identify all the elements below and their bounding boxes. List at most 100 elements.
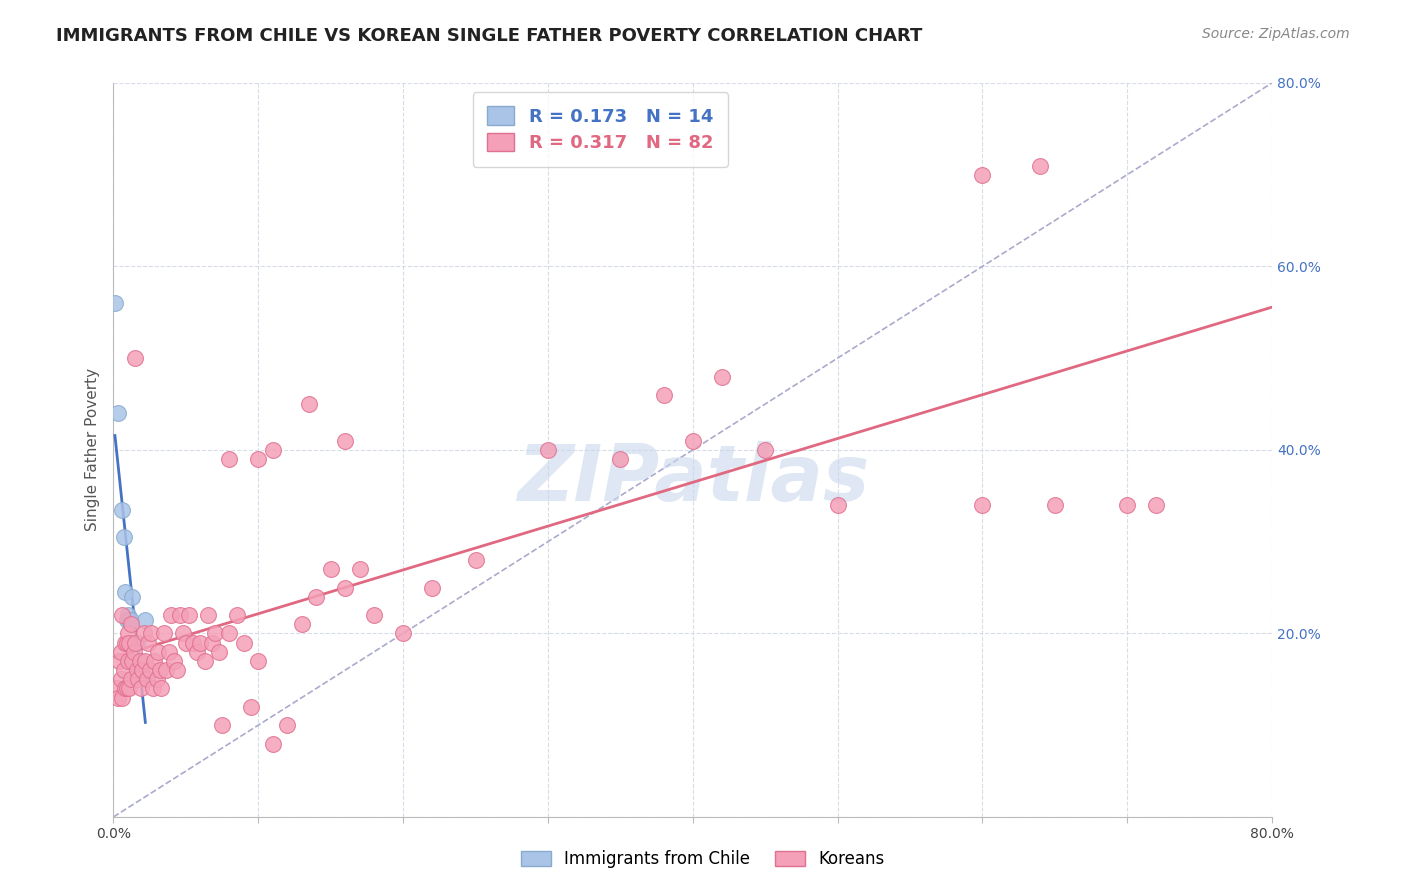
Point	[108, 654, 131, 668]
Legend: R = 0.173   N = 14, R = 0.317   N = 82: R = 0.173 N = 14, R = 0.317 N = 82	[472, 92, 727, 167]
Point	[111, 502, 134, 516]
Point	[112, 530, 135, 544]
Point	[163, 654, 186, 668]
Point	[754, 442, 776, 457]
Point	[363, 608, 385, 623]
Point	[104, 296, 127, 310]
Point	[117, 626, 139, 640]
Point	[194, 654, 217, 668]
Point	[537, 442, 560, 457]
Point	[305, 590, 328, 604]
Point	[172, 626, 194, 640]
Point	[710, 369, 733, 384]
Point	[211, 718, 233, 732]
Point	[129, 681, 152, 696]
Point	[682, 434, 704, 448]
Point	[181, 635, 204, 649]
Point	[112, 663, 135, 677]
Point	[827, 498, 849, 512]
Point	[298, 397, 321, 411]
Text: ZIPatlas: ZIPatlas	[516, 442, 869, 517]
Point	[190, 635, 212, 649]
Point	[115, 681, 138, 696]
Point	[262, 737, 284, 751]
Point	[114, 635, 136, 649]
Point	[464, 553, 486, 567]
Point	[136, 635, 159, 649]
Point	[972, 498, 994, 512]
Point	[110, 673, 132, 687]
Point	[609, 452, 631, 467]
Point	[124, 351, 146, 366]
Point	[105, 681, 128, 696]
Point	[291, 617, 314, 632]
Point	[142, 681, 165, 696]
Point	[1144, 498, 1167, 512]
Point	[118, 613, 141, 627]
Point	[128, 654, 150, 668]
Point	[232, 635, 254, 649]
Point	[111, 608, 134, 623]
Point	[148, 645, 170, 659]
Point	[117, 654, 139, 668]
Point	[186, 645, 208, 659]
Point	[143, 654, 166, 668]
Point	[149, 663, 172, 677]
Point	[125, 663, 148, 677]
Point	[335, 581, 357, 595]
Point	[349, 562, 371, 576]
Point	[114, 681, 136, 696]
Point	[117, 608, 139, 623]
Point	[177, 608, 200, 623]
Point	[392, 626, 415, 640]
Point	[135, 673, 157, 687]
Point	[111, 690, 134, 705]
Point	[155, 663, 177, 677]
Point	[132, 626, 155, 640]
Point	[131, 667, 153, 681]
Y-axis label: Single Father Poverty: Single Father Poverty	[86, 368, 100, 532]
Point	[120, 613, 142, 627]
Point	[420, 581, 443, 595]
Point	[972, 168, 994, 182]
Text: Source: ZipAtlas.com: Source: ZipAtlas.com	[1202, 27, 1350, 41]
Point	[160, 608, 183, 623]
Point	[120, 673, 142, 687]
Point	[319, 562, 342, 576]
Point	[1029, 159, 1052, 173]
Point	[204, 626, 226, 640]
Point	[127, 673, 149, 687]
Point	[131, 663, 153, 677]
Point	[118, 681, 141, 696]
Point	[652, 388, 675, 402]
Point	[125, 635, 148, 649]
Point	[146, 673, 169, 687]
Point	[134, 613, 156, 627]
Point	[335, 434, 357, 448]
Point	[138, 663, 160, 677]
Point	[201, 635, 224, 649]
Point	[134, 654, 156, 668]
Point	[114, 585, 136, 599]
Point	[110, 645, 132, 659]
Point	[115, 635, 138, 649]
Point	[225, 608, 247, 623]
Point	[107, 690, 129, 705]
Point	[157, 645, 180, 659]
Point	[218, 626, 240, 640]
Point	[208, 645, 231, 659]
Text: IMMIGRANTS FROM CHILE VS KOREAN SINGLE FATHER POVERTY CORRELATION CHART: IMMIGRANTS FROM CHILE VS KOREAN SINGLE F…	[56, 27, 922, 45]
Point	[169, 608, 191, 623]
Point	[247, 654, 270, 668]
Point	[128, 667, 150, 681]
Point	[174, 635, 197, 649]
Point	[1116, 498, 1139, 512]
Point	[1043, 498, 1066, 512]
Point	[150, 681, 173, 696]
Point	[107, 406, 129, 420]
Legend: Immigrants from Chile, Koreans: Immigrants from Chile, Koreans	[515, 844, 891, 875]
Point	[124, 635, 146, 649]
Point	[115, 613, 138, 627]
Point	[197, 608, 219, 623]
Point	[166, 663, 188, 677]
